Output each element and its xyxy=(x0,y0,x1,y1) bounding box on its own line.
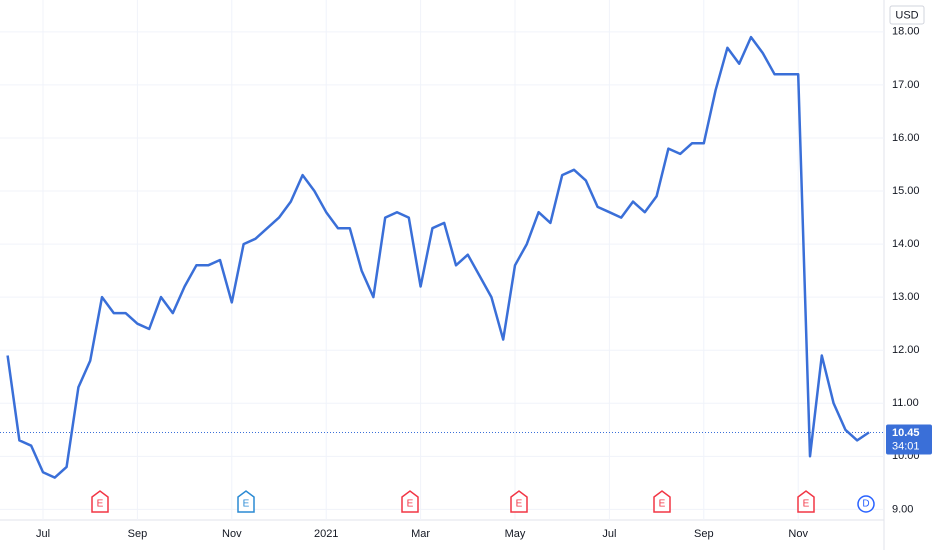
y-tick-label: 9.00 xyxy=(892,503,913,515)
x-tick-label: Jul xyxy=(602,528,616,540)
event-label: E xyxy=(659,499,666,510)
last-price-badge xyxy=(886,424,932,455)
y-tick-label: 17.00 xyxy=(892,79,920,91)
earnings-badge xyxy=(510,490,528,513)
dividend-badge xyxy=(857,495,875,513)
y-tick-label: 18.00 xyxy=(892,26,920,38)
grid xyxy=(0,0,884,520)
event-label: E xyxy=(243,499,250,510)
x-tick-label: 2021 xyxy=(314,528,338,540)
x-tick-label: Jul xyxy=(36,528,50,540)
currency-badge[interactable] xyxy=(889,5,925,25)
y-tick-label: 12.00 xyxy=(892,344,920,356)
x-tick-label: Sep xyxy=(694,528,714,540)
event-label: E xyxy=(516,499,523,510)
x-tick-label: Sep xyxy=(128,528,148,540)
y-tick-label: 11.00 xyxy=(892,397,919,409)
x-tick-label: May xyxy=(505,528,526,540)
last-price-label: 10.45 xyxy=(892,427,920,439)
countdown: 34:01 xyxy=(892,440,920,452)
event-label: E xyxy=(803,499,810,510)
x-tick-label: Nov xyxy=(222,528,242,540)
event-label: E xyxy=(407,499,414,510)
y-tick-label: 13.00 xyxy=(892,291,920,303)
y-tick-label: 15.00 xyxy=(892,185,920,197)
earnings-badge xyxy=(237,490,255,513)
earnings-badge xyxy=(401,490,419,513)
y-tick-label: 16.00 xyxy=(892,132,920,144)
y-tick-label: 14.00 xyxy=(892,238,920,250)
earnings-badge xyxy=(797,490,815,513)
x-tick-label: Mar xyxy=(411,528,430,540)
x-tick-label: Nov xyxy=(788,528,808,540)
event-label: D xyxy=(862,499,869,510)
earnings-badge xyxy=(653,490,671,513)
price-line xyxy=(6,35,870,479)
earnings-badge xyxy=(91,490,109,513)
event-label: E xyxy=(97,499,104,510)
currency: USD xyxy=(895,9,918,21)
